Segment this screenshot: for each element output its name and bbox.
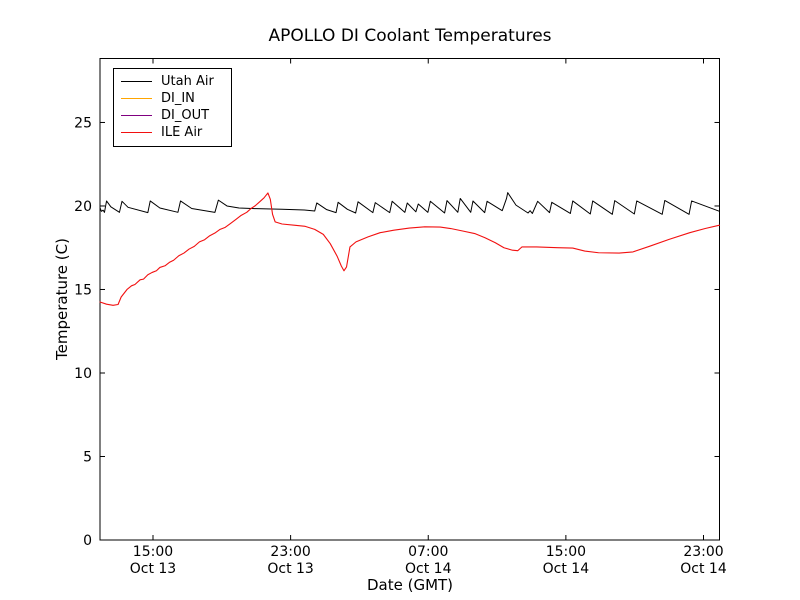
legend-line-ile-air [121, 132, 152, 133]
y-tick-label: 5 [83, 449, 92, 465]
x-tick-label-date: Oct 13 [130, 561, 176, 577]
legend-entry: DI_IN [121, 90, 225, 107]
y-tick-label: 0 [83, 533, 92, 549]
y-tick-label: 25 [74, 115, 92, 131]
x-tick-label-time: 23:00 [683, 544, 723, 560]
legend-line-di-in [121, 98, 152, 99]
x-tick-label-time: 23:00 [270, 544, 310, 560]
legend-entry: ILE Air [121, 124, 225, 141]
legend-label-di-in: DI_IN [161, 91, 195, 106]
legend-label-ile-air: ILE Air [161, 125, 203, 140]
x-tick-label-date: Oct 14 [543, 561, 590, 577]
x-tick-label-date: Oct 14 [405, 561, 452, 577]
legend-entry: DI_OUT [121, 107, 225, 124]
legend-entry: Utah Air [121, 73, 225, 90]
legend-box: Utah Air DI_IN DI_OUT ILE Air [113, 68, 232, 147]
y-axis-label: Temperature (C) [53, 238, 71, 360]
y-tick-label: 20 [74, 199, 92, 215]
y-tick-label: 10 [74, 366, 92, 382]
chart-title: APOLLO DI Coolant Temperatures [268, 26, 552, 46]
x-tick-label-date: Oct 14 [680, 561, 727, 577]
y-tick-label: 15 [74, 282, 92, 298]
x-tick-label-time: 07:00 [408, 544, 448, 560]
series-line-ile-air [99, 192, 721, 306]
series-line-utah-air [99, 192, 720, 215]
legend-line-utah-air [121, 81, 152, 82]
x-tick-label-time: 15:00 [546, 544, 586, 560]
plot-frame [99, 58, 720, 541]
x-axis-label: Date (GMT) [366, 576, 454, 594]
legend-label-di-out: DI_OUT [161, 108, 210, 123]
legend-label-utah-air: Utah Air [161, 74, 214, 89]
x-tick-label-date: Oct 13 [267, 561, 313, 577]
x-tick-label-time: 15:00 [133, 544, 173, 560]
legend-line-di-out [121, 115, 152, 116]
